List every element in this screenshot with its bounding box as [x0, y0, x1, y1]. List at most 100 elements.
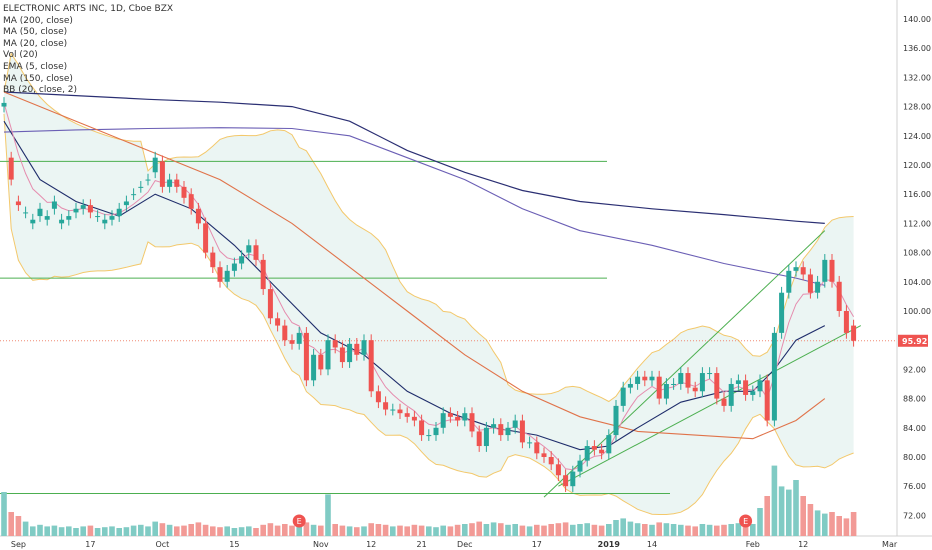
volume-bar [253, 528, 259, 536]
candle [59, 219, 65, 224]
candle [627, 383, 633, 388]
candle [383, 402, 389, 410]
candle [275, 318, 281, 326]
candle [73, 208, 79, 213]
volume-bar [742, 525, 749, 536]
legend-bb[interactable]: BB (20, close, 2) [3, 85, 78, 96]
volume-bar [714, 525, 720, 536]
legend-ema5[interactable]: EMA (5, close) [3, 61, 68, 72]
candle [685, 373, 691, 388]
legend-vol[interactable]: Vol (20) [3, 50, 38, 61]
volume-bar [454, 524, 461, 536]
candle [447, 413, 453, 417]
volume-bar [332, 524, 338, 536]
volume-bar [656, 522, 662, 536]
legend-ma20[interactable]: MA (20, close) [3, 38, 68, 49]
candle [195, 208, 201, 224]
candle [30, 219, 36, 224]
volume-bar [188, 524, 194, 536]
candle [584, 446, 590, 461]
candle [224, 270, 230, 282]
candle [555, 464, 561, 476]
legend-ma200[interactable]: MA (200, close) [3, 15, 73, 26]
volume-bar [289, 525, 295, 536]
y-tick-label: 132.00 [903, 73, 931, 82]
y-tick-label: 116.00 [903, 190, 931, 199]
candle [44, 216, 50, 220]
volume-bar [22, 521, 29, 536]
candle [87, 205, 93, 213]
volume-bar [649, 524, 655, 536]
candle [793, 267, 799, 271]
trend-channel-upper [543, 230, 826, 498]
volume-bar [138, 524, 144, 536]
volume-bar [296, 526, 302, 536]
x-tick-label: 12 [798, 540, 808, 549]
volume-bar [102, 527, 108, 536]
candle [131, 194, 137, 196]
candle [483, 427, 489, 447]
volume-bar [620, 518, 626, 536]
candle [505, 427, 511, 436]
volume-bar [390, 526, 396, 536]
candle [267, 289, 273, 319]
volume-bar [800, 496, 806, 536]
volume-bar [771, 465, 778, 536]
candle [23, 212, 29, 214]
candle [455, 416, 461, 421]
volume-bar [238, 527, 245, 536]
candle [642, 376, 648, 381]
candle [613, 405, 619, 436]
candle [347, 343, 353, 363]
volume-bar [30, 526, 36, 536]
candle [599, 449, 605, 454]
candle [210, 252, 216, 268]
bollinger-fill [4, 53, 854, 515]
volume-bar [591, 524, 598, 536]
candle [728, 383, 734, 406]
volume-bar [440, 525, 446, 536]
legend-ma50[interactable]: MA (50, close) [3, 27, 68, 38]
y-tick-label: 108.00 [903, 249, 931, 258]
candle [167, 179, 173, 187]
candle [419, 420, 425, 436]
candle [260, 259, 266, 290]
candle [771, 332, 777, 421]
y-tick-label: 100.00 [903, 307, 931, 316]
candle [815, 281, 821, 293]
volume-bar [159, 523, 166, 536]
volume-bar [73, 528, 79, 536]
candle [606, 435, 612, 454]
candle [577, 460, 583, 472]
volume-bar [210, 526, 216, 536]
volume-bar [562, 522, 569, 536]
ma50-line [3, 91, 826, 440]
candle [174, 179, 180, 187]
volume-bar [548, 524, 554, 536]
candle [109, 216, 115, 220]
candle [836, 281, 842, 311]
y-tick-label: 72.00 [903, 511, 926, 520]
x-tick-label: 14 [647, 540, 657, 549]
candle [311, 354, 317, 381]
candle [843, 310, 849, 333]
legend-ma150[interactable]: MA (150, close) [3, 73, 73, 84]
volume-bar [418, 525, 425, 536]
volume-bar [541, 525, 547, 536]
volume-bar [426, 526, 432, 536]
candle [339, 347, 345, 363]
candle [764, 380, 770, 421]
ma200-line [3, 91, 825, 224]
candle [620, 387, 626, 406]
volume-bar [843, 518, 850, 536]
volume-bar [224, 526, 230, 536]
volume-bar [663, 523, 670, 536]
volume-bar [757, 508, 763, 536]
candle [325, 340, 331, 370]
volume-bar [339, 525, 346, 536]
volume-bar [692, 526, 698, 536]
volume-bar [606, 524, 612, 536]
candle [181, 186, 187, 198]
volume-bar [735, 523, 742, 536]
